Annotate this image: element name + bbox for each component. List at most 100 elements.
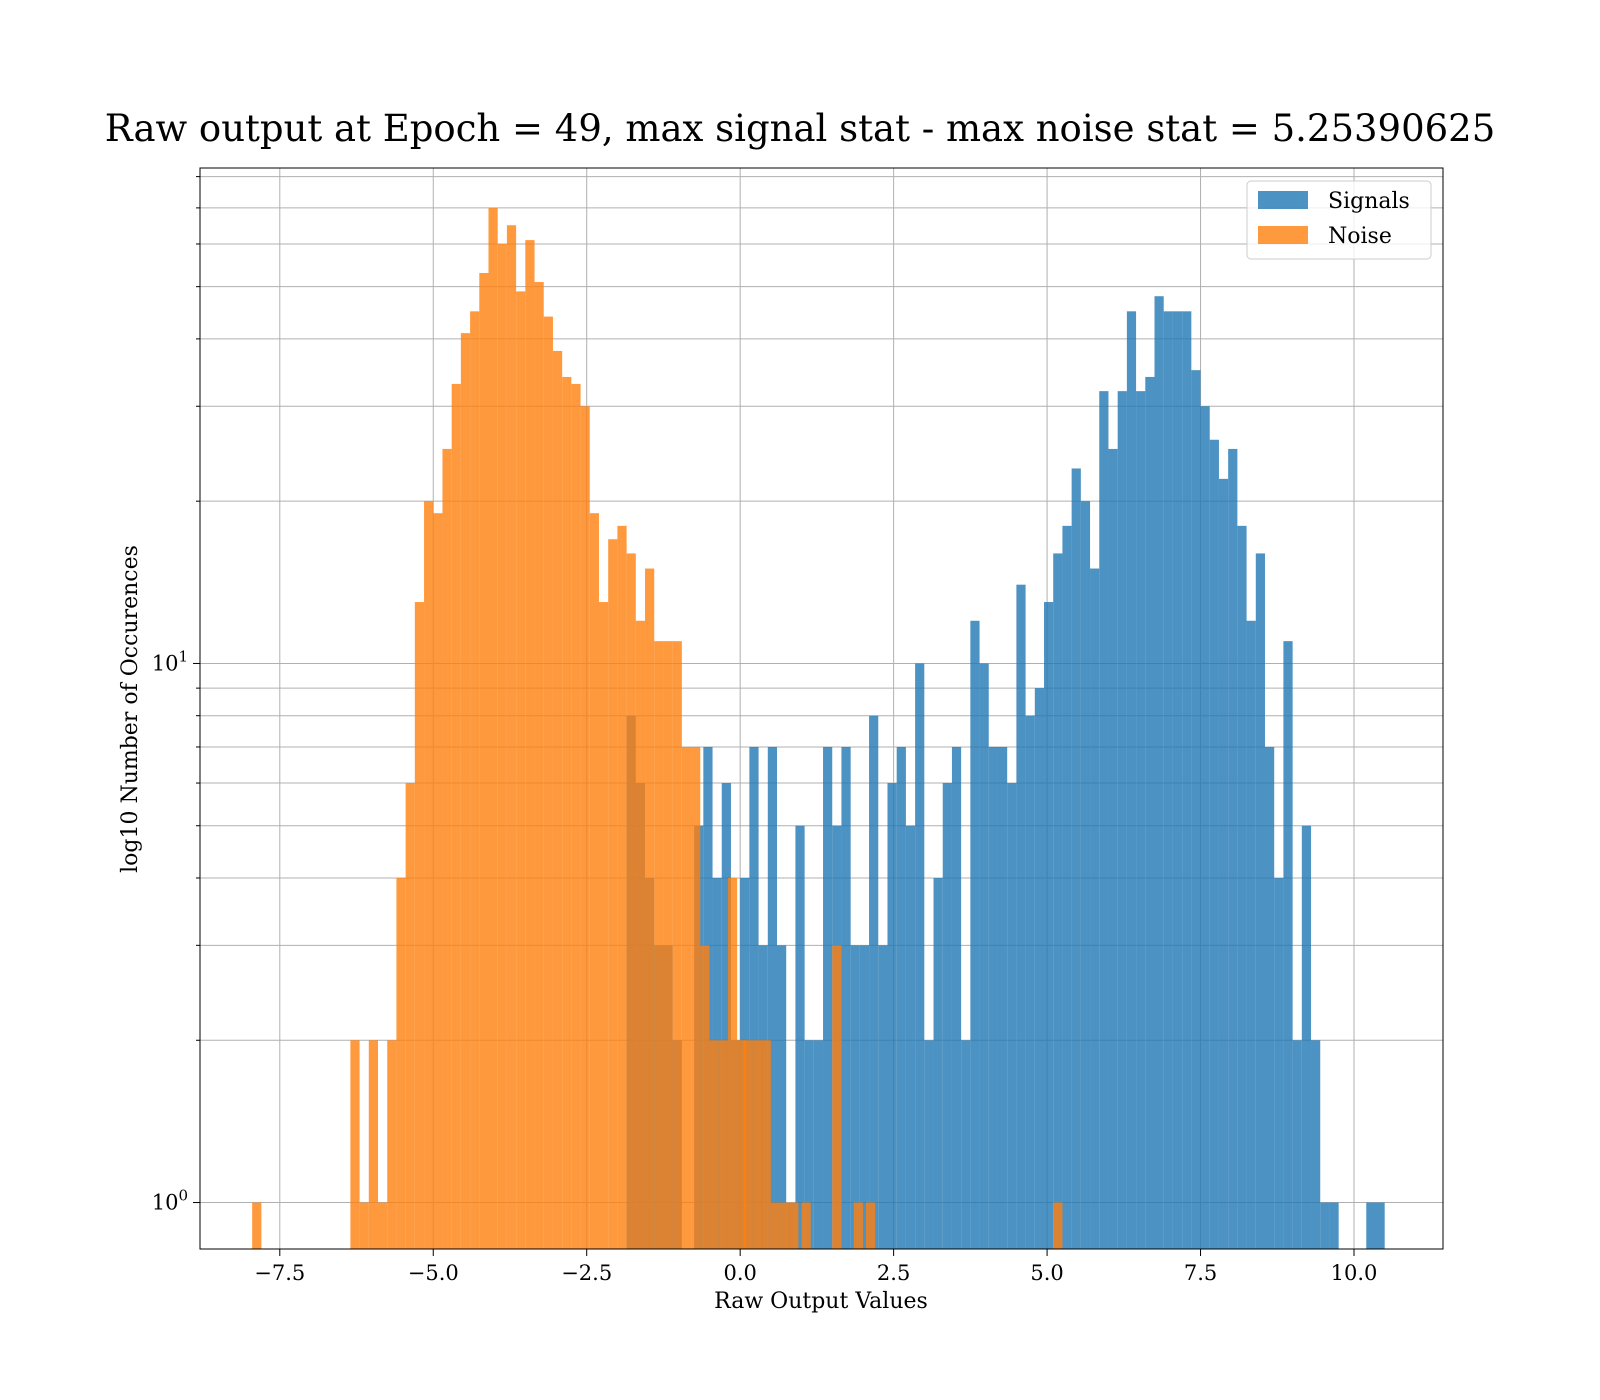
histogram-bar xyxy=(859,945,870,1249)
histogram-bar xyxy=(1145,376,1155,1249)
histogram-bar xyxy=(1274,877,1284,1249)
histogram-bar xyxy=(1320,1202,1330,1249)
histogram-bar xyxy=(645,568,655,1249)
histogram-bar xyxy=(1126,311,1137,1249)
histogram-bar xyxy=(700,945,710,1249)
histogram-bar xyxy=(562,376,572,1249)
x-tick-label: 0.0 xyxy=(723,1261,756,1285)
histogram-bar xyxy=(589,513,599,1249)
histogram-bar xyxy=(915,663,925,1249)
histogram-bar xyxy=(516,291,526,1249)
histogram-bar xyxy=(1117,391,1127,1249)
histogram-bar xyxy=(1366,1202,1376,1249)
histogram-bar xyxy=(896,746,906,1249)
histogram-bar xyxy=(1237,525,1247,1249)
histogram-bar xyxy=(942,783,952,1249)
histogram-bar xyxy=(663,641,673,1249)
histogram-bar xyxy=(789,1202,799,1249)
histogram-bar xyxy=(598,602,609,1249)
histogram-bar xyxy=(841,746,851,1249)
histogram-bar xyxy=(869,715,879,1249)
histogram-bar xyxy=(1264,746,1275,1249)
histogram-bar xyxy=(252,1202,262,1249)
histogram-bar xyxy=(878,945,888,1249)
histogram-bar xyxy=(433,513,443,1249)
x-tick-label: 7.5 xyxy=(1184,1261,1217,1285)
histogram-bar xyxy=(424,501,434,1249)
histogram-bar xyxy=(1090,568,1100,1249)
histogram-bar xyxy=(1200,406,1210,1249)
histogram-bar xyxy=(752,1040,762,1249)
legend: Signals Noise xyxy=(1246,180,1432,260)
histogram-bar xyxy=(804,1040,814,1249)
histogram-bar xyxy=(1218,478,1229,1249)
histogram-bar xyxy=(1283,641,1293,1249)
histogram-bar xyxy=(1071,468,1081,1249)
histogram-bar xyxy=(350,1040,360,1249)
x-axis-label: Raw Output Values xyxy=(714,1289,928,1314)
histogram-bar xyxy=(1182,311,1192,1249)
legend-label-noise: Noise xyxy=(1328,224,1392,249)
histogram-bar xyxy=(776,945,787,1249)
legend-swatch-noise xyxy=(1258,226,1308,244)
histogram-bar xyxy=(414,602,425,1249)
histogram-bar xyxy=(1053,1202,1063,1249)
histogram-bar xyxy=(1209,439,1219,1250)
histogram-bar xyxy=(823,746,833,1249)
histogram-bar xyxy=(506,225,517,1250)
histogram-bar xyxy=(727,877,738,1249)
histogram-bar xyxy=(470,311,480,1249)
series-noise-bars xyxy=(252,207,1063,1250)
histogram-bar xyxy=(1191,370,1201,1249)
histogram-bar xyxy=(451,383,461,1250)
histogram-bar xyxy=(1301,825,1312,1249)
histogram-bar xyxy=(887,783,897,1249)
x-tick-label: 5.0 xyxy=(1030,1261,1063,1285)
histogram-bar xyxy=(488,207,498,1250)
histogram-bar xyxy=(405,783,415,1249)
histogram-bar xyxy=(997,746,1008,1249)
histogram-bar xyxy=(924,1040,934,1249)
y-tick-label: 100 xyxy=(152,1187,188,1215)
histogram-bar xyxy=(780,1202,790,1249)
histogram-bar xyxy=(933,877,943,1249)
histogram-bar xyxy=(1375,1202,1385,1249)
histogram-bar xyxy=(737,1040,747,1249)
histogram-bar xyxy=(460,333,471,1249)
x-axis-ticks: −7.5 −5.0 −2.5 0.0 2.5 5.0 7.5 10.0 xyxy=(254,1249,1377,1285)
histogram-bar xyxy=(368,1040,379,1249)
histogram-bar xyxy=(761,1040,771,1249)
histogram-bar xyxy=(767,746,777,1249)
histogram-bar xyxy=(853,1202,863,1249)
histogram-bar xyxy=(979,663,989,1249)
histogram-bar xyxy=(635,620,646,1249)
histogram-bar xyxy=(681,746,692,1249)
histogram-bar xyxy=(1044,602,1054,1249)
histogram-bar xyxy=(672,641,682,1249)
histogram-bar xyxy=(721,783,731,1249)
histogram-bar xyxy=(961,1040,971,1249)
histogram-bar xyxy=(866,1202,876,1249)
histogram-bar xyxy=(832,945,842,1249)
histogram-bar xyxy=(691,746,701,1249)
x-tick-label: −7.5 xyxy=(254,1261,305,1285)
plot-area-frame xyxy=(199,167,1444,1250)
histogram-bar xyxy=(813,1040,824,1249)
histogram-bar xyxy=(396,877,406,1249)
histogram-bar xyxy=(1108,448,1118,1249)
histogram-bar xyxy=(1228,448,1238,1249)
x-tick-label: 10.0 xyxy=(1331,1261,1378,1285)
histogram-bar xyxy=(1329,1202,1339,1249)
histogram-bar xyxy=(1099,391,1109,1249)
histogram-bars xyxy=(252,207,1385,1250)
histogram-bar xyxy=(1025,715,1035,1249)
histogram-bar xyxy=(626,553,636,1249)
histogram-bar xyxy=(1292,1040,1302,1249)
histogram-bar xyxy=(497,243,507,1249)
histogram-bar xyxy=(525,240,535,1250)
histogram-bar xyxy=(743,1040,753,1249)
histogram-bar xyxy=(1172,311,1183,1249)
histogram-bar xyxy=(850,945,860,1249)
histogram-bar xyxy=(378,1202,388,1249)
